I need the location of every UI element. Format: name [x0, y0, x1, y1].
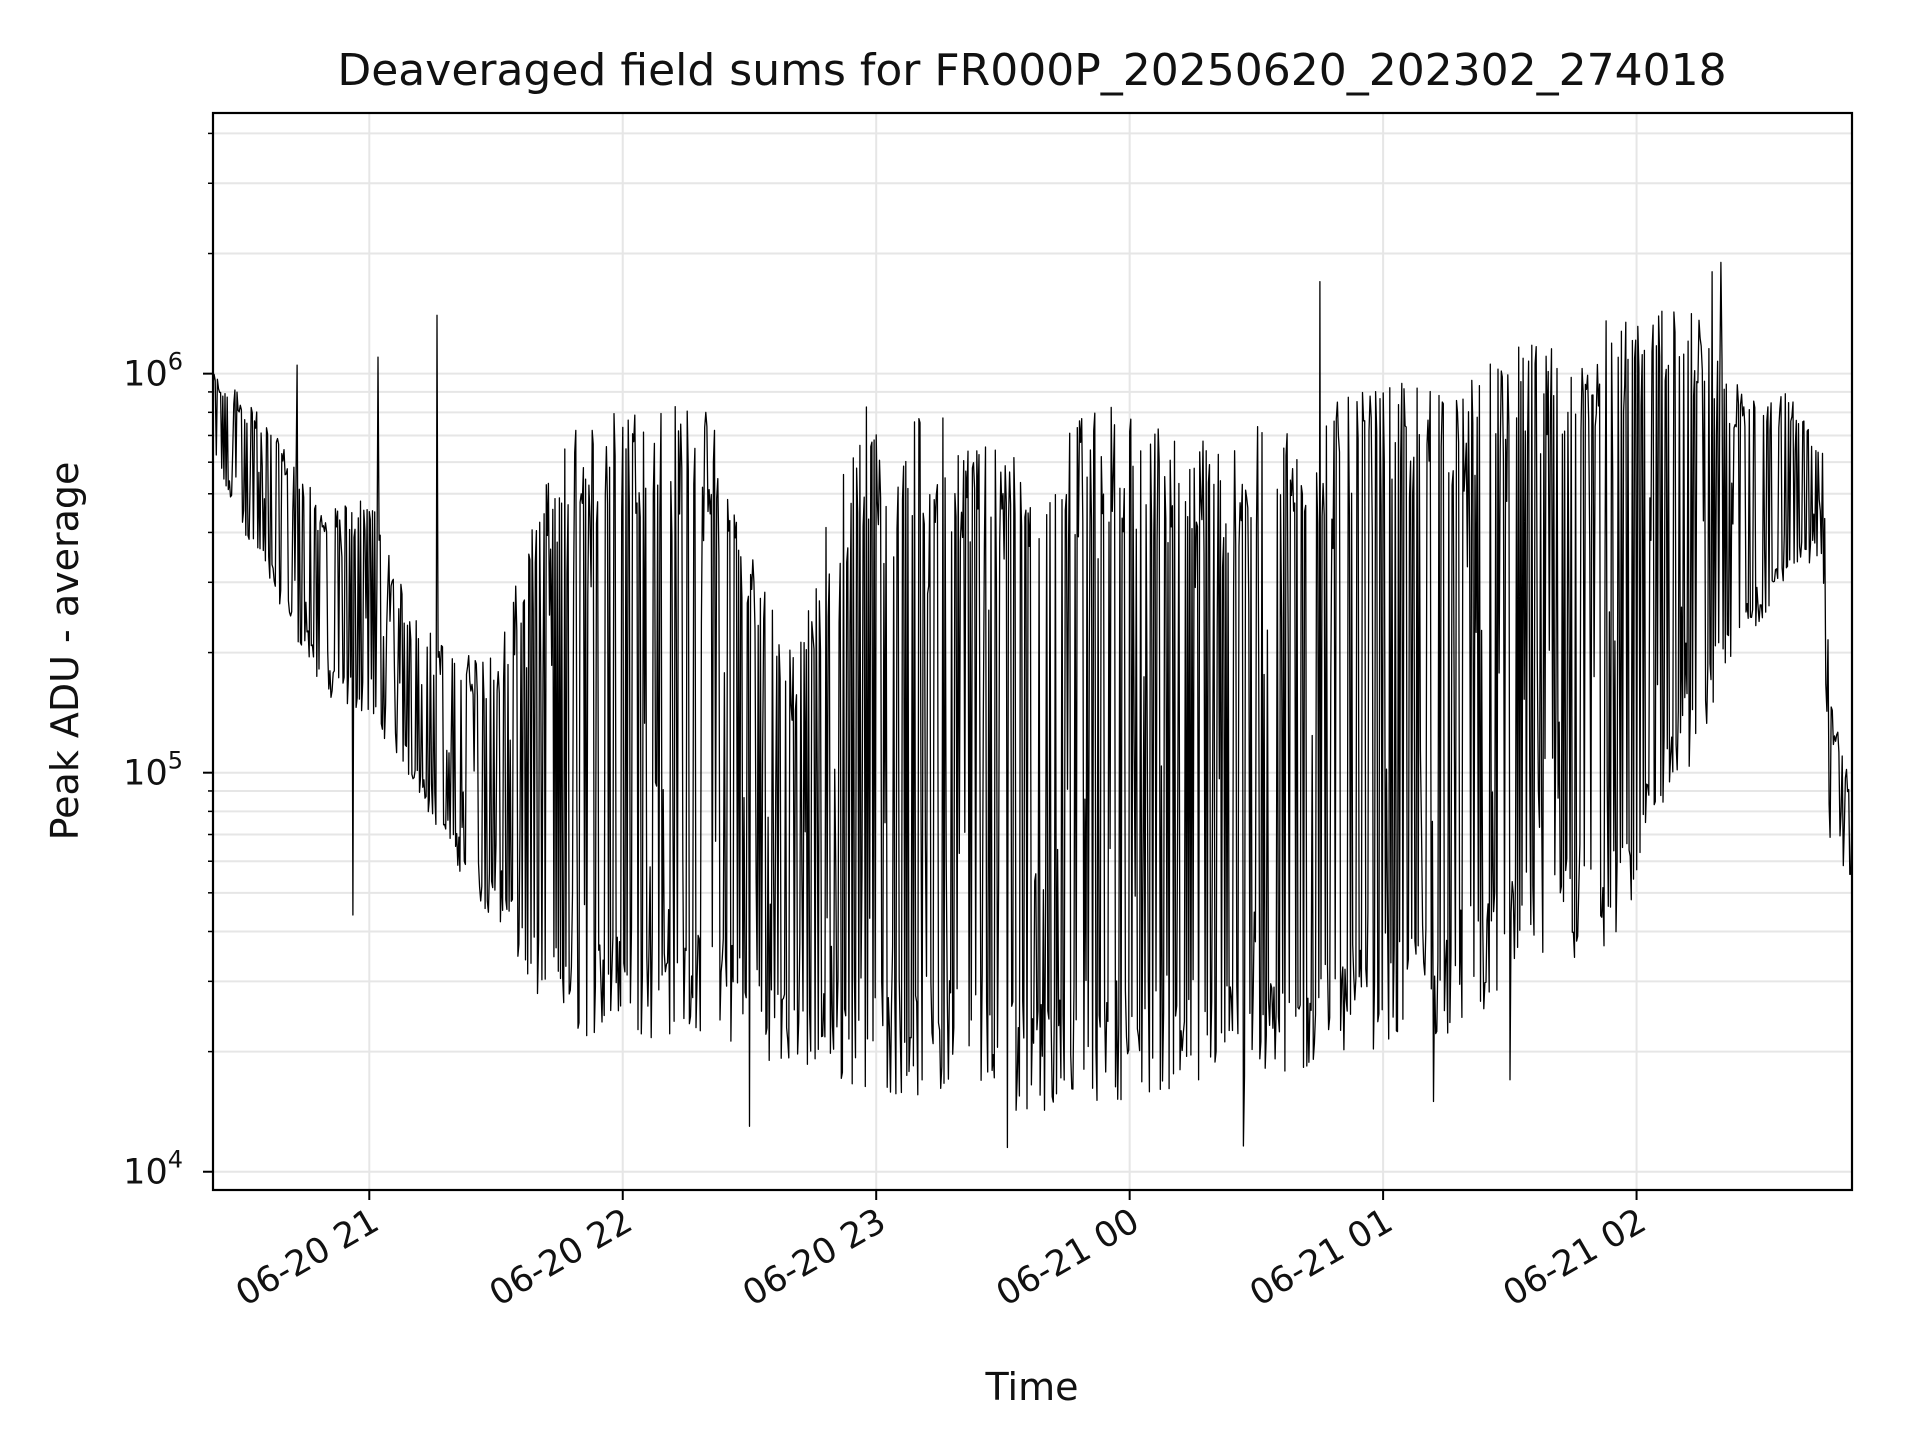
- series-line: [212, 261, 1853, 1149]
- chart-title: Deaveraged field sums for FR000P_2025062…: [337, 45, 1726, 96]
- plot-frame: [211, 111, 1854, 1192]
- x-axis-label: Time: [985, 1365, 1079, 1409]
- y-tick-label: 106: [123, 348, 183, 395]
- y-tick-label: 104: [123, 1146, 183, 1193]
- y-tick-label: 105: [123, 747, 183, 794]
- y-axis-label: Peak ADU - average: [43, 462, 87, 841]
- series-trace: [212, 261, 1853, 1149]
- y-axis-ticks: 104 105 106: [123, 132, 213, 1193]
